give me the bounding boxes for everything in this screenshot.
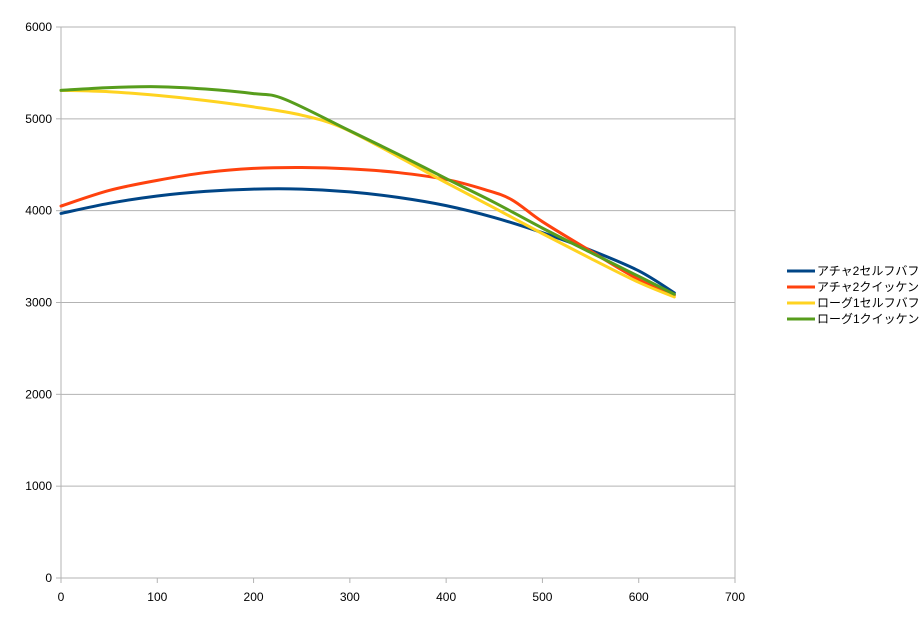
y-tick-label: 1000 xyxy=(25,479,52,493)
y-tick-label: 4000 xyxy=(25,204,52,218)
x-tick-label: 500 xyxy=(532,590,552,604)
x-tick-label: 400 xyxy=(436,590,456,604)
y-axis-tick-labels: 0 1000 2000 3000 4000 5000 6000 xyxy=(25,20,52,585)
legend-label: アチャ2クイッケン xyxy=(817,280,919,294)
legend-label: ローグ1クイッケン xyxy=(817,312,919,326)
x-tick-label: 0 xyxy=(58,590,65,604)
y-tick-label: 2000 xyxy=(25,387,52,401)
legend-label: ローグ1セルフバフ xyxy=(817,296,920,310)
x-tick-label: 200 xyxy=(244,590,264,604)
x-tick-label: 300 xyxy=(340,590,360,604)
series-line-2 xyxy=(59,165,676,297)
series-lines xyxy=(59,85,676,299)
gridlines xyxy=(56,26,736,583)
x-tick-label: 600 xyxy=(629,590,649,604)
x-tick-label: 700 xyxy=(725,590,745,604)
y-tick-label: 6000 xyxy=(25,20,52,34)
series-line-4 xyxy=(59,85,676,296)
y-tick-label: 3000 xyxy=(25,296,52,310)
x-tick-label: 100 xyxy=(147,590,167,604)
y-tick-label: 5000 xyxy=(25,112,52,126)
x-axis-tick-labels: 0 100 200 300 400 500 600 700 xyxy=(58,590,746,604)
y-tick-label: 0 xyxy=(45,571,52,585)
legend-label: アチャ2セルフバフ xyxy=(817,264,919,278)
